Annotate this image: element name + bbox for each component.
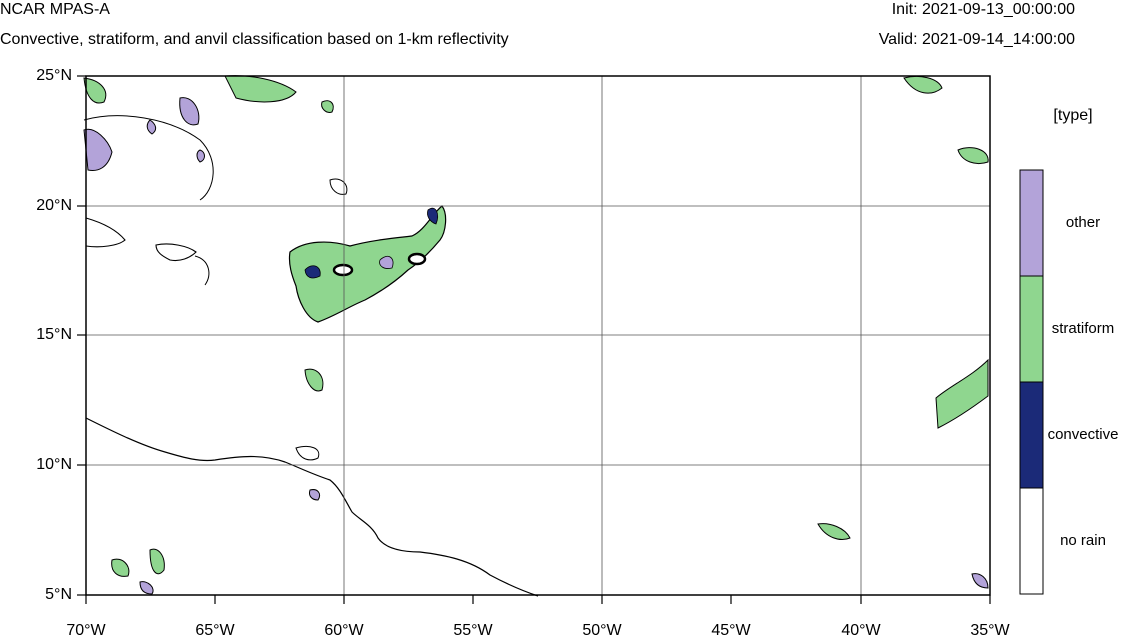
lon-tick-label: 50°W — [582, 622, 622, 639]
legend-swatch-no-rain — [1019, 487, 1044, 595]
map-frame — [85, 75, 991, 596]
lon-tick-label: 40°W — [841, 622, 881, 639]
coastline-trinidad — [295, 445, 320, 461]
valid-time-label: Valid: 2021-09-14_14:00:00 — [878, 31, 1075, 48]
coastline-south-america — [85, 417, 539, 597]
lon-tick-label: 45°W — [711, 622, 751, 639]
lon-tick-label: 60°W — [324, 622, 364, 639]
init-time-label: Init: 2021-09-13_00:00:00 — [891, 1, 1075, 18]
lat-tick-label: 10°N — [36, 456, 72, 473]
legend-label-convective: convective — [1047, 426, 1119, 443]
map-subtitle: Convective, stratiform, and anvil classi… — [0, 31, 509, 48]
lon-tick-label: 70°W — [66, 622, 106, 639]
legend-label-stratiform: stratiform — [1051, 320, 1115, 337]
graticule — [86, 76, 990, 595]
precip-cluster-central — [288, 178, 447, 392]
lon-tick-label: 65°W — [195, 622, 235, 639]
precip-cluster-southwest — [111, 489, 321, 595]
legend-label-no-rain: no rain — [1060, 532, 1106, 549]
precip-cluster-northwest — [83, 75, 334, 201]
coastline-puerto-rico — [85, 217, 126, 248]
lat-tick-label: 15°N — [36, 326, 72, 343]
coastline-island-cluster — [155, 243, 197, 262]
legend-label-other: other — [1065, 214, 1101, 231]
lon-tick-label: 55°W — [453, 622, 493, 639]
legend-colorbar — [1019, 169, 1044, 595]
lat-tick-label: 20°N — [36, 197, 72, 214]
precip-cluster-east — [817, 75, 989, 589]
coastline-small — [194, 255, 210, 286]
legend-title: [type] — [1053, 107, 1093, 124]
lon-tick-label: 35°W — [970, 622, 1010, 639]
lat-tick-label: 5°N — [45, 586, 72, 603]
map-title: NCAR MPAS-A — [0, 1, 110, 18]
axis-ticks — [77, 75, 991, 604]
lat-tick-label: 25°N — [36, 67, 72, 84]
